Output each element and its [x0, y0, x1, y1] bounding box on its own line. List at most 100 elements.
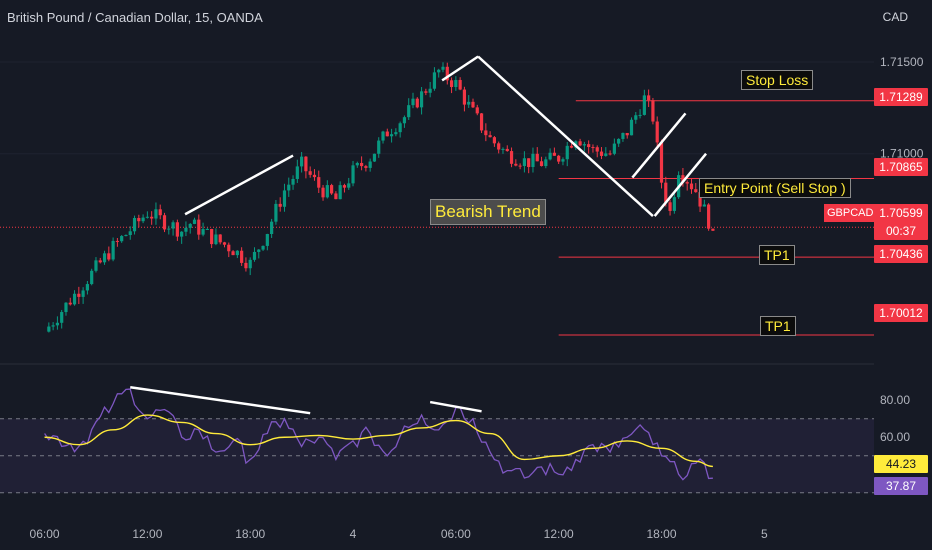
current-price-value: 1.70599: [879, 206, 923, 220]
symbol-tag: GBPCAD: [824, 204, 877, 222]
time-axis[interactable]: 06:00 12:00 18:00 4 06:00 12:00 18:00 5: [30, 527, 768, 541]
current-price-tag: 1.70599 00:37: [874, 204, 928, 240]
candle-body: [544, 159, 548, 167]
candle-body: [218, 234, 222, 243]
candle-body: [154, 209, 158, 219]
candle-body: [94, 260, 98, 271]
candle-body: [604, 153, 608, 156]
rsi-ma-line: [44, 414, 713, 468]
stop-loss-note[interactable]: Stop Loss: [741, 70, 814, 90]
candle-body: [655, 121, 659, 143]
candle-body: [428, 88, 432, 93]
candle-body: [385, 131, 389, 137]
candle-body: [167, 228, 171, 230]
candle-body: [270, 221, 274, 235]
candle-body: [467, 101, 471, 105]
tp1-price-tag-b: 1.70012: [874, 304, 928, 322]
candle-body: [197, 219, 201, 235]
candle-body: [192, 219, 197, 224]
candle-body: [591, 147, 595, 149]
bearish-trend-note[interactable]: Bearish Trend: [430, 199, 546, 225]
candle-body: [424, 91, 428, 93]
candle-body: [317, 177, 321, 188]
candle-body: [330, 185, 334, 194]
candle-body: [51, 325, 55, 327]
candle-body: [501, 148, 505, 150]
candle-body: [681, 175, 685, 183]
candle-body: [454, 80, 458, 88]
candle-body: [205, 228, 209, 230]
candle-body: [634, 115, 638, 120]
candle-body: [111, 240, 115, 260]
candle-body: [711, 228, 715, 231]
x-tick-label: 5: [761, 527, 768, 541]
candle-body: [377, 140, 381, 154]
candle-body: [535, 153, 539, 162]
candle-body: [60, 312, 64, 323]
candle-body: [514, 163, 518, 166]
candle-body: [479, 113, 484, 131]
candle-body: [364, 166, 368, 168]
candle-body: [407, 105, 411, 118]
candle-body: [617, 138, 621, 144]
candle-body: [557, 155, 561, 162]
candle-body: [394, 132, 398, 135]
candle-body: [522, 158, 526, 167]
candle-body: [115, 240, 119, 242]
candle-body: [222, 242, 227, 245]
candle-body: [664, 182, 668, 203]
candle-body: [441, 66, 445, 70]
candle-body: [458, 80, 462, 90]
candle-body: [381, 131, 385, 141]
tp1-note-a[interactable]: TP1: [759, 245, 795, 265]
price-tick-label: 1.71500: [880, 55, 924, 69]
candle-body: [201, 229, 205, 235]
candle-body: [595, 147, 599, 152]
bar-countdown: 00:37: [885, 224, 917, 238]
candle-body: [150, 216, 154, 219]
channel-upper-line: [631, 112, 687, 179]
candle-body: [505, 148, 509, 152]
rsi-line: [44, 388, 713, 481]
candle-body: [475, 107, 479, 114]
candle-body: [227, 244, 231, 252]
candle-body: [321, 187, 325, 198]
candle-body: [359, 162, 364, 167]
candle-body: [64, 302, 68, 313]
candle-body: [629, 119, 634, 136]
candle-body: [102, 253, 107, 263]
candle-body: [625, 132, 629, 136]
candle-body: [411, 98, 415, 106]
x-tick-label: 12:00: [544, 527, 574, 541]
candle-body: [120, 236, 124, 242]
candle-body: [342, 185, 347, 188]
candles-layer: [47, 62, 715, 333]
candle-body: [124, 235, 128, 237]
candle-body: [599, 151, 604, 156]
candle-body: [492, 137, 497, 144]
candle-body: [244, 262, 248, 269]
candle-body: [107, 253, 111, 260]
candle-body: [419, 91, 424, 108]
price-axis[interactable]: 1.71500 1.71000 80.00 60.00: [880, 55, 924, 444]
candle-body: [184, 227, 188, 232]
grid-lines: [0, 61, 874, 155]
tp1-note-b[interactable]: TP1: [760, 316, 796, 336]
peak-trendline: [441, 55, 479, 82]
candle-body: [81, 290, 85, 297]
rsi-value-tag: 37.87: [874, 477, 928, 495]
candle-body: [252, 251, 257, 260]
entry-price-tag: 1.70865: [874, 158, 928, 176]
rsi-tick-label: 60.00: [880, 430, 910, 444]
entry-point-note[interactable]: Entry Point (Sell Stop ): [699, 178, 851, 198]
candle-body: [561, 159, 565, 162]
candle-body: [582, 144, 586, 146]
candle-body: [612, 143, 616, 154]
candle-body: [312, 174, 317, 178]
candle-body: [162, 215, 167, 230]
candle-body: [698, 192, 702, 207]
candle-body: [188, 223, 192, 228]
candle-body: [132, 217, 137, 232]
candle-body: [651, 100, 655, 122]
